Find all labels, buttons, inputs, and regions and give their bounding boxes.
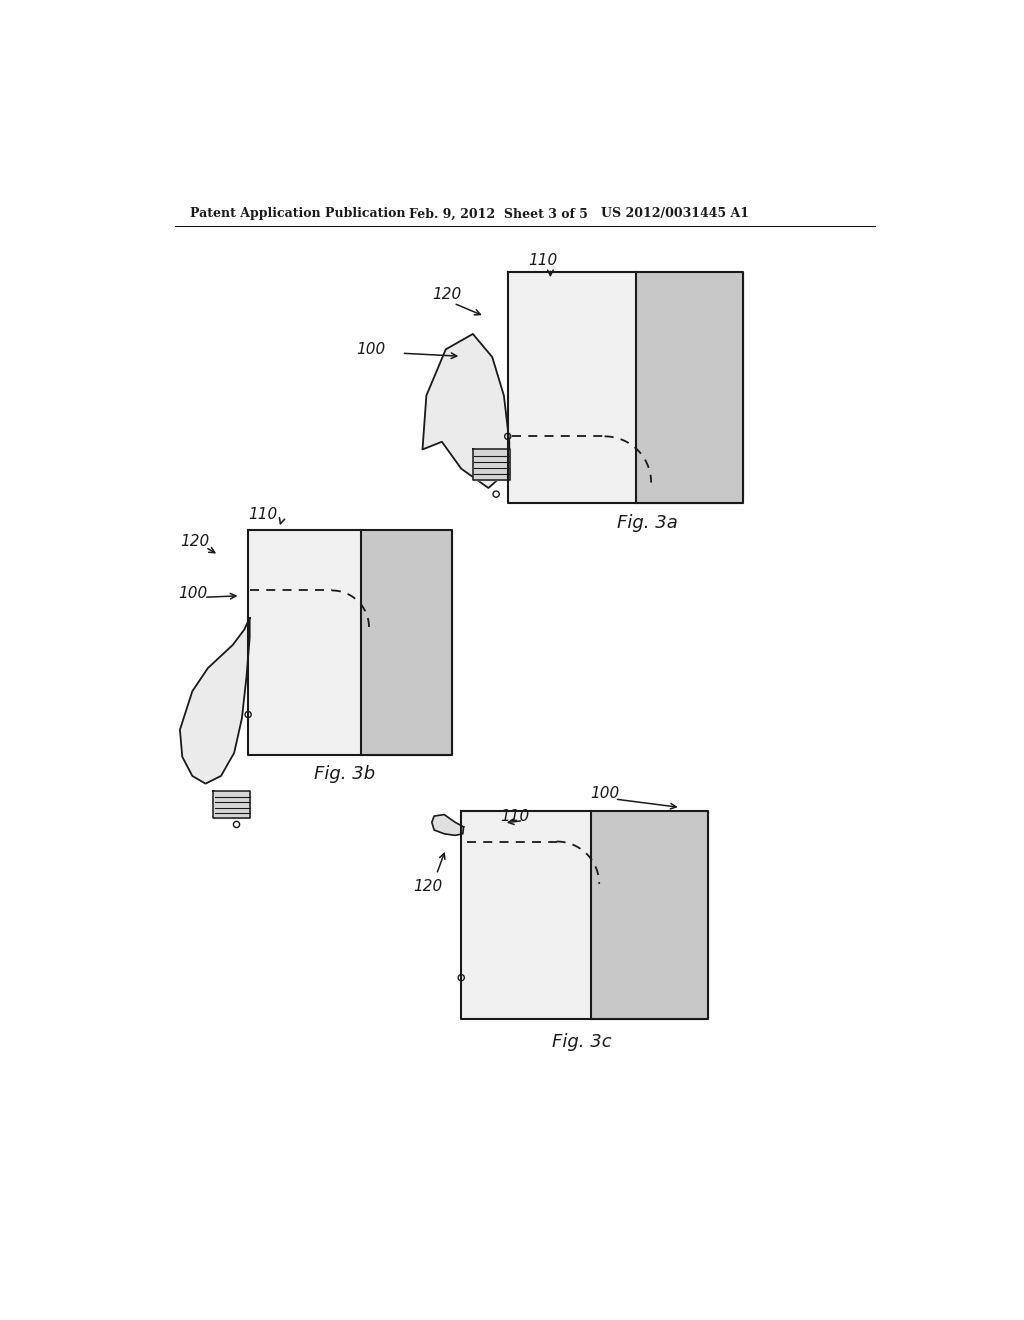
Polygon shape bbox=[508, 272, 636, 503]
Polygon shape bbox=[592, 812, 708, 1019]
Text: 110: 110 bbox=[248, 507, 278, 521]
Polygon shape bbox=[360, 529, 452, 755]
Text: 120: 120 bbox=[432, 288, 461, 302]
Text: US 2012/0031445 A1: US 2012/0031445 A1 bbox=[601, 207, 749, 220]
Polygon shape bbox=[423, 334, 509, 488]
Text: Feb. 9, 2012  Sheet 3 of 5: Feb. 9, 2012 Sheet 3 of 5 bbox=[409, 207, 588, 220]
Text: 120: 120 bbox=[414, 879, 442, 895]
Text: Fig. 3a: Fig. 3a bbox=[616, 513, 678, 532]
Polygon shape bbox=[473, 449, 510, 480]
Polygon shape bbox=[213, 792, 251, 818]
Polygon shape bbox=[636, 272, 742, 503]
Polygon shape bbox=[461, 812, 592, 1019]
Text: 100: 100 bbox=[590, 787, 620, 801]
Text: 100: 100 bbox=[178, 586, 208, 601]
Text: Fig. 3c: Fig. 3c bbox=[552, 1034, 611, 1051]
Text: Patent Application Publication: Patent Application Publication bbox=[190, 207, 406, 220]
Text: 120: 120 bbox=[180, 533, 209, 549]
Text: Fig. 3b: Fig. 3b bbox=[314, 766, 376, 783]
Text: 110: 110 bbox=[528, 252, 557, 268]
Polygon shape bbox=[248, 529, 360, 755]
Polygon shape bbox=[180, 618, 250, 784]
Text: 100: 100 bbox=[356, 342, 386, 356]
Text: 110: 110 bbox=[500, 809, 529, 824]
Polygon shape bbox=[432, 814, 464, 836]
